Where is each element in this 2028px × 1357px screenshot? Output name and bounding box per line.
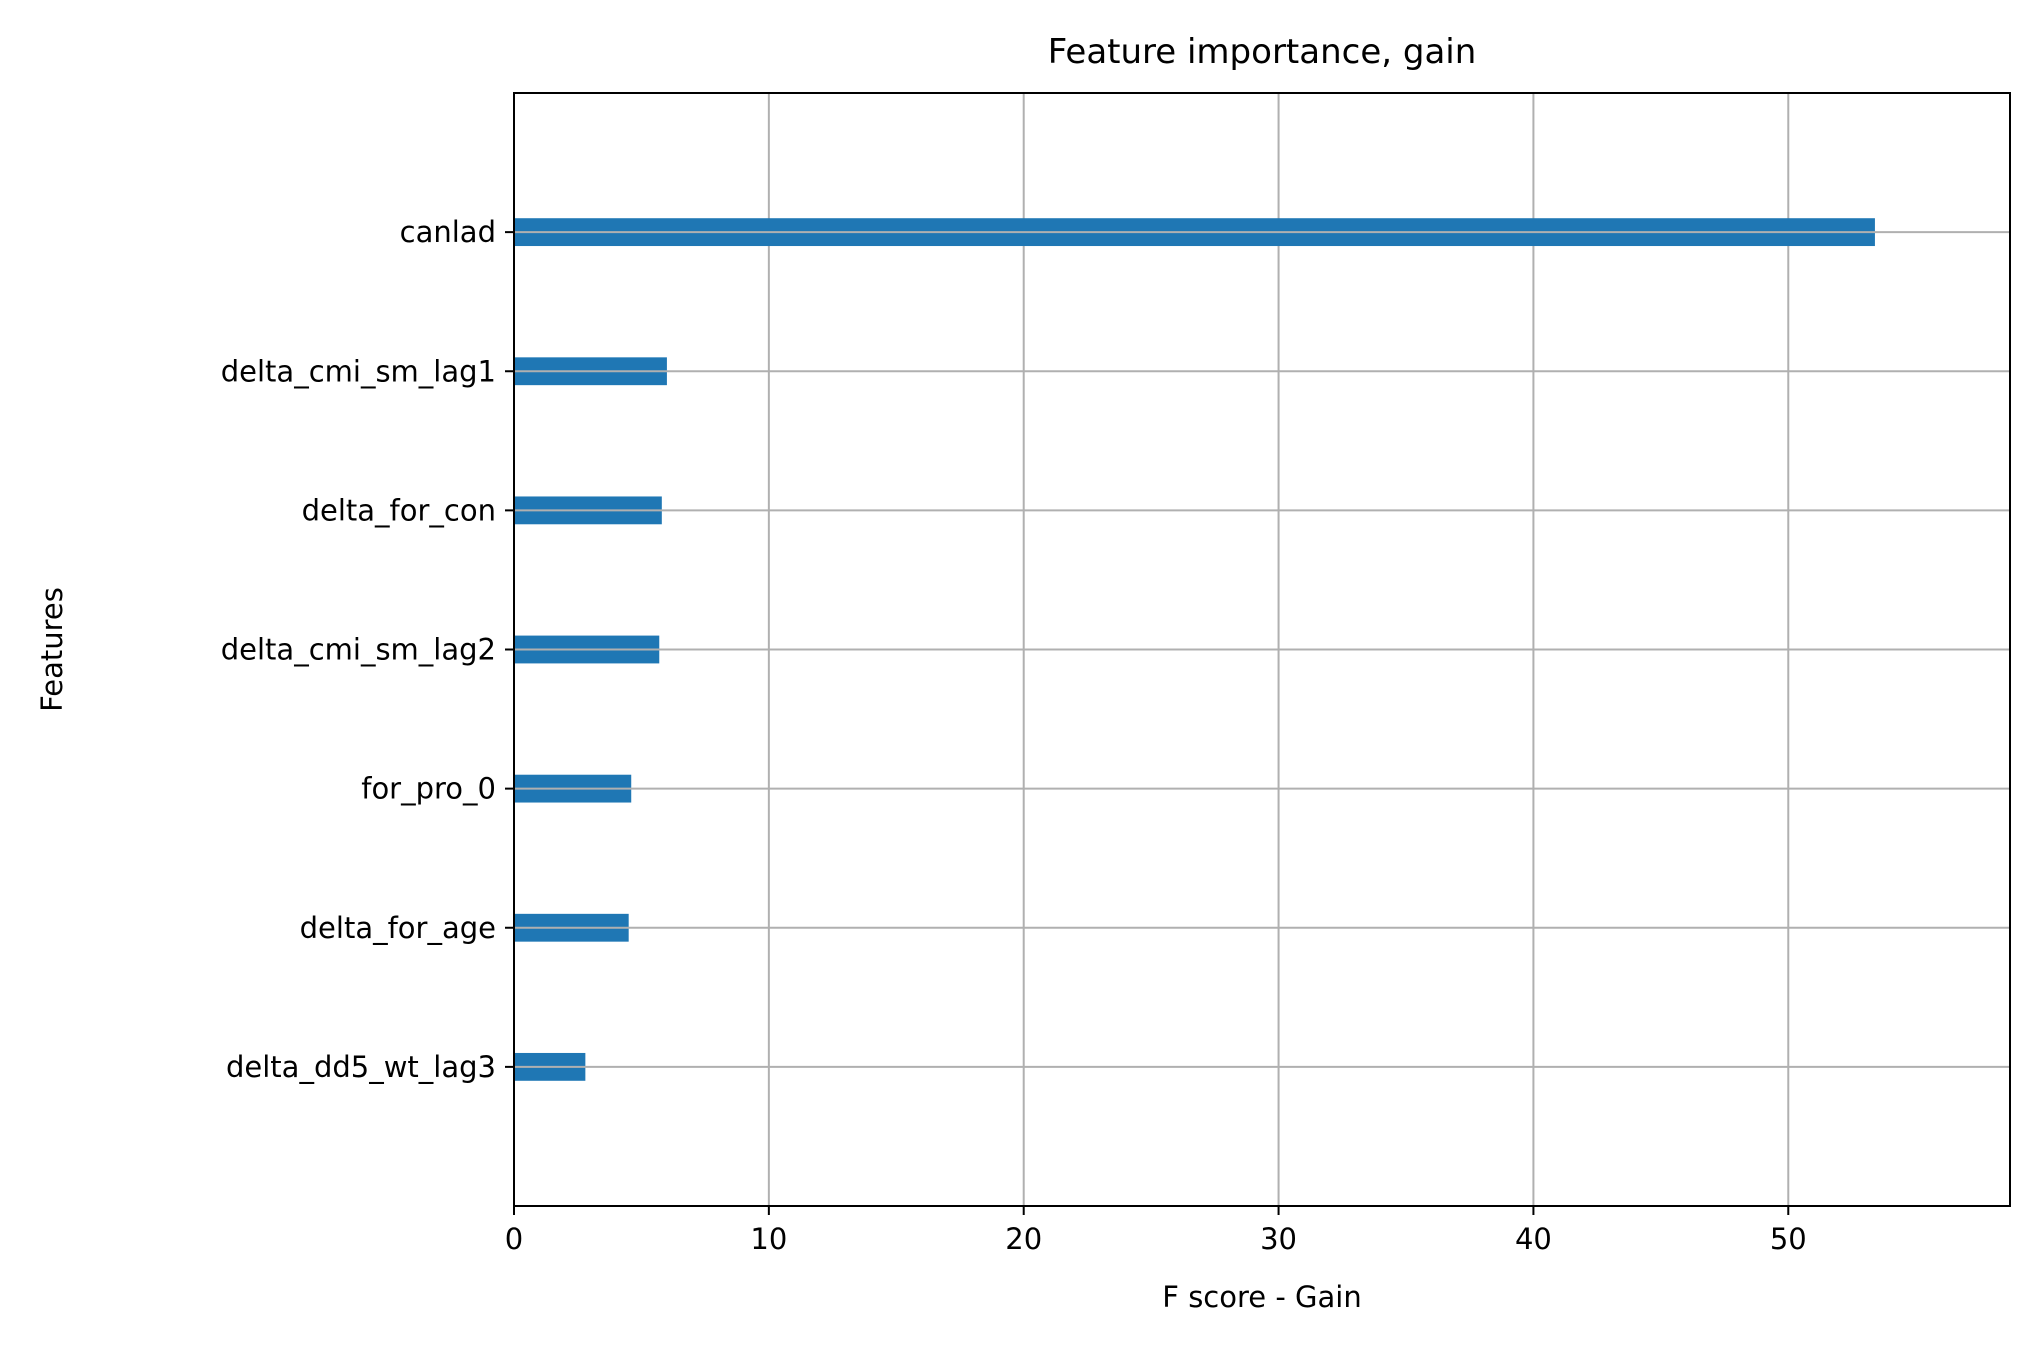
y-grid-layer xyxy=(514,231,2010,1068)
y-tick-label: canlad xyxy=(400,215,496,249)
x-tick-label: 30 xyxy=(1260,1222,1297,1256)
y-tick-label: delta_dd5_wt_lag3 xyxy=(226,1050,496,1084)
y-tick-label: delta_for_age xyxy=(300,911,496,945)
x-ticks-layer: 0 10 20 30 40 50 xyxy=(505,1206,1807,1256)
y-ticks-layer: canlad delta_cmi_sm_lag1 delta_for_condelt… xyxy=(221,215,514,1084)
y-tick-label: delta_cmi_sm_lag2 xyxy=(221,633,496,667)
x-axis-label: F score - Gain xyxy=(1162,1280,1361,1314)
y-tick-label: for_pro_0 xyxy=(361,772,496,806)
x-tick-label: 0 xyxy=(505,1222,523,1256)
y-tick-label: delta_for_con xyxy=(302,493,496,527)
y-tick-label: delta_cmi_sm_lag1 xyxy=(221,354,496,388)
chart-title: Feature importance, gain xyxy=(1048,32,1477,72)
y-axis-label: Features xyxy=(35,587,69,712)
x-tick-label: 50 xyxy=(1770,1222,1807,1256)
x-tick-label: 10 xyxy=(750,1222,787,1256)
x-tick-label: 20 xyxy=(1005,1222,1042,1256)
x-tick-label: 40 xyxy=(1515,1222,1552,1256)
